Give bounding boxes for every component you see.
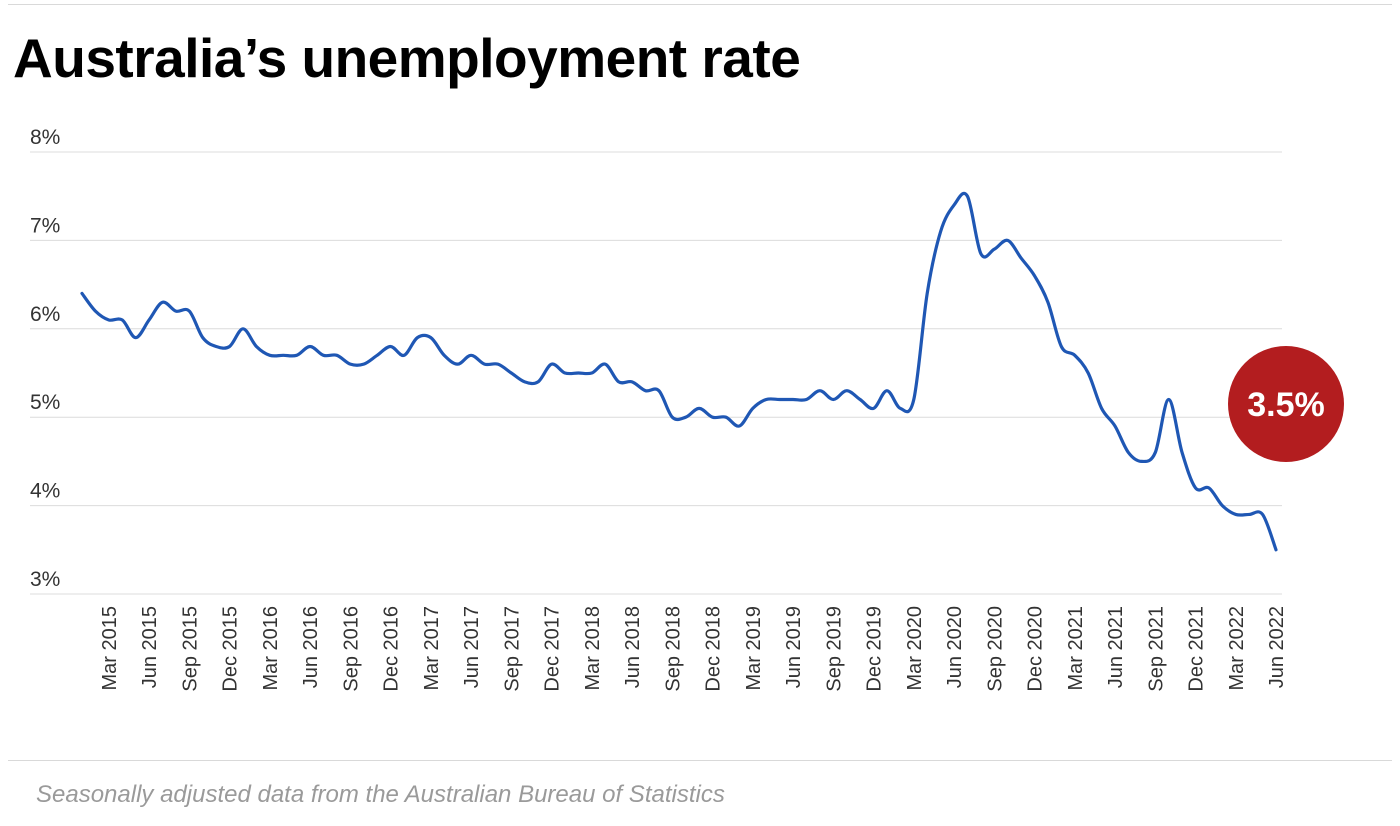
x-tick-label: Mar 2015 xyxy=(99,606,121,691)
bottom-divider xyxy=(8,760,1392,761)
x-tick-label: Jun 2016 xyxy=(300,606,322,688)
x-tick-label: Sep 2019 xyxy=(823,606,845,692)
top-divider xyxy=(8,4,1392,5)
x-tick-label: Mar 2016 xyxy=(260,606,282,691)
x-tick-label: Dec 2017 xyxy=(542,606,564,692)
x-tick-label: Sep 2016 xyxy=(340,606,362,692)
x-tick-label: Sep 2020 xyxy=(984,606,1006,692)
y-tick-label: 6% xyxy=(30,303,60,326)
x-tick-label: Sep 2021 xyxy=(1145,606,1167,692)
source-note: Seasonally adjusted data from the Austra… xyxy=(36,781,725,808)
x-tick-label: Dec 2016 xyxy=(381,606,403,692)
x-tick-label: Jun 2015 xyxy=(139,606,161,688)
x-tick-label: Dec 2015 xyxy=(220,606,242,692)
x-tick-label: Jun 2017 xyxy=(461,606,483,688)
x-tick-label: Sep 2017 xyxy=(501,606,523,692)
y-tick-label: 3% xyxy=(30,568,60,591)
x-tick-label: Mar 2021 xyxy=(1065,606,1087,691)
x-tick-label: Jun 2019 xyxy=(783,606,805,688)
x-tick-label: Jun 2018 xyxy=(622,606,644,688)
x-tick-label: Sep 2015 xyxy=(179,606,201,692)
latest-value-badge xyxy=(1228,346,1344,462)
x-tick-label: Mar 2017 xyxy=(421,606,443,691)
unemployment-series-line xyxy=(80,191,1278,552)
x-tick-label: Mar 2018 xyxy=(582,606,604,691)
x-tick-label: Mar 2019 xyxy=(743,606,765,691)
y-tick-label: 7% xyxy=(30,214,60,237)
x-tick-label: Sep 2018 xyxy=(662,606,684,692)
latest-value-label: 3.5% xyxy=(1247,386,1325,424)
y-tick-label: 4% xyxy=(30,480,60,503)
x-tick-label: Jun 2021 xyxy=(1105,606,1127,688)
x-tick-label: Mar 2020 xyxy=(904,606,926,691)
x-tick-label: Dec 2021 xyxy=(1186,606,1208,692)
y-tick-label: 5% xyxy=(30,391,60,414)
y-tick-label: 8% xyxy=(30,126,60,149)
x-tick-label: Dec 2018 xyxy=(703,606,725,692)
x-tick-label: Dec 2019 xyxy=(864,606,886,692)
x-tick-label: Jun 2022 xyxy=(1266,606,1288,688)
x-tick-label: Mar 2022 xyxy=(1226,606,1248,691)
chart-title: Australia’s unemployment rate xyxy=(13,27,801,89)
x-tick-label: Jun 2020 xyxy=(944,606,966,688)
x-tick-label: Dec 2020 xyxy=(1025,606,1047,692)
